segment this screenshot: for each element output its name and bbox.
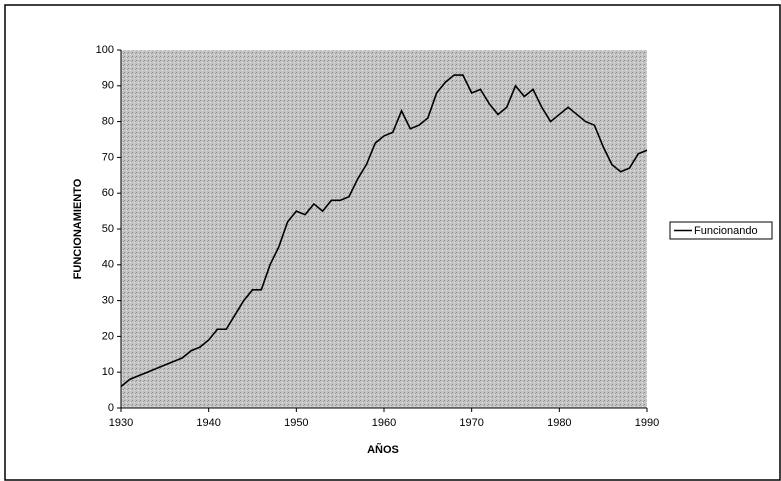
- y-tick-label: 90: [102, 80, 114, 92]
- x-tick-label: 1970: [459, 417, 483, 429]
- x-tick-label: 1990: [635, 417, 659, 429]
- legend-box: [669, 221, 773, 240]
- x-axis-title: AÑOS: [367, 443, 399, 456]
- x-tick-label: 1930: [109, 417, 133, 429]
- y-tick-label: 0: [108, 402, 114, 414]
- y-tick-label: 20: [102, 330, 114, 342]
- y-tick-label: 70: [102, 151, 114, 163]
- x-tick-label: 1960: [372, 417, 396, 429]
- y-axis-title: FUNCIONAMIENTO: [72, 178, 84, 279]
- frame: [4, 4, 781, 481]
- y-tick-label: 50: [102, 223, 114, 235]
- x-tick-label: 1950: [284, 417, 308, 429]
- legend-label: Funcionando: [694, 225, 758, 237]
- y-tick-label: 40: [102, 259, 114, 271]
- plot-area: [121, 50, 647, 408]
- x-tick-label: 1940: [196, 417, 220, 429]
- y-tick-label: 80: [102, 116, 114, 128]
- y-tick-label: 30: [102, 295, 114, 307]
- y-tick-label: 10: [102, 366, 114, 378]
- y-tick-label: 100: [96, 44, 114, 56]
- line: [120, 74, 648, 388]
- y-tick-label: 60: [102, 187, 114, 199]
- x-tick-label: 1980: [547, 417, 571, 429]
